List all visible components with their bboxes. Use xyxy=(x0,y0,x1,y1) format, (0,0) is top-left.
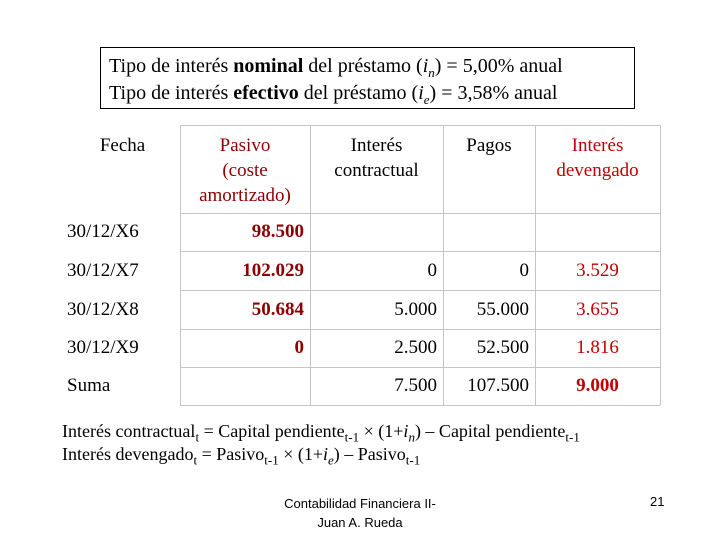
header-text: contractual xyxy=(334,160,419,181)
table-cell: Suma xyxy=(67,375,111,396)
text: Tipo de interés xyxy=(109,55,234,77)
subscript: t-1 xyxy=(264,452,279,468)
table-cell: 2.500 xyxy=(394,337,437,358)
table-cell: 30/12/X6 xyxy=(67,221,139,242)
grid-line xyxy=(180,405,660,406)
table-cell: 107.500 xyxy=(467,375,529,396)
text: ) = 3,58% anual xyxy=(429,82,558,104)
grid-line xyxy=(180,125,660,126)
text: ) = 5,00% anual xyxy=(434,55,563,77)
text: × (1+ xyxy=(278,444,323,464)
table-cell: 1.816 xyxy=(576,337,619,358)
header-text: Pagos xyxy=(466,135,512,156)
rate-line: Tipo de interés efectivo del préstamo (i… xyxy=(109,80,634,107)
header-text: amortizado) xyxy=(199,185,291,206)
text: del préstamo ( xyxy=(303,55,423,77)
grid-line xyxy=(180,329,660,330)
table-cell: 0 xyxy=(294,337,305,358)
formula: Interés devengadot = Pasivot-1 × (1+ie) … xyxy=(62,443,421,468)
header-text: Interés xyxy=(350,135,403,156)
header-cell: Pasivo (coste amortizado) xyxy=(180,125,310,208)
table-cell: 30/12/X8 xyxy=(67,298,139,320)
table-cell: 52.500 xyxy=(476,337,529,358)
header-cell: Interés contractual xyxy=(310,125,443,183)
footer: Contabilidad Financiera II- Juan A. Rued… xyxy=(250,494,470,532)
grid-line xyxy=(180,251,660,252)
text: ) – Capital pendiente xyxy=(414,421,566,441)
text: Interés devengado xyxy=(62,444,194,464)
text: = Pasivo xyxy=(197,444,265,464)
formula: Interés contractualt = Capital pendiente… xyxy=(62,420,580,445)
table-cell: 30/12/X7 xyxy=(67,259,139,281)
subscript: n xyxy=(408,429,415,445)
page-number: 21 xyxy=(650,494,665,509)
text: ) – Pasivo xyxy=(333,444,406,464)
grid-line xyxy=(180,290,660,291)
header-text: (coste xyxy=(222,160,268,181)
grid-line xyxy=(180,125,181,405)
text: efectivo xyxy=(233,82,299,104)
table-cell: 0 xyxy=(519,259,530,281)
rate-box: Tipo de interés nominal del préstamo (in… xyxy=(100,47,635,109)
table-cell: 55.000 xyxy=(476,298,529,320)
subscript: e xyxy=(423,92,430,107)
header-text: Fecha xyxy=(99,135,146,156)
header-text: Interés xyxy=(571,135,624,156)
text: i xyxy=(418,82,424,104)
subscript: t xyxy=(193,452,198,468)
text: = Capital pendiente xyxy=(199,421,345,441)
grid-line xyxy=(310,125,311,405)
table-cell: 3.529 xyxy=(576,259,619,281)
table-cell: 5.000 xyxy=(394,298,437,320)
table-cell: 0 xyxy=(427,259,438,281)
text: i xyxy=(422,55,429,77)
grid-line xyxy=(180,367,660,368)
text: del préstamo ( xyxy=(298,82,419,104)
subscript: t xyxy=(195,429,200,445)
grid-line xyxy=(535,125,536,405)
text: Interés contractual xyxy=(62,421,196,441)
table-cell: 9.000 xyxy=(576,375,619,396)
table-cell: 98.500 xyxy=(251,221,304,242)
grid-line xyxy=(180,213,660,214)
subscript: t-1 xyxy=(405,452,421,468)
table-cell: 7.500 xyxy=(394,375,437,396)
header-cell: Pagos xyxy=(443,125,535,158)
text: Tipo de interés xyxy=(109,82,234,104)
text: × (1+ xyxy=(359,421,404,441)
rate-line: Tipo de interés nominal del préstamo (in… xyxy=(109,53,634,80)
footer-line: Contabilidad Financiera II- xyxy=(284,496,436,511)
text: i xyxy=(323,444,329,464)
table-cell: 50.684 xyxy=(251,298,304,320)
header-text: devengado xyxy=(556,160,639,181)
table-cell: 102.029 xyxy=(242,259,304,281)
subscript: t-1 xyxy=(344,429,360,445)
footer-line: Juan A. Rueda xyxy=(317,515,403,530)
header-cell: Fecha xyxy=(65,125,180,158)
subscript: n xyxy=(428,65,435,80)
text: nominal xyxy=(233,55,304,77)
table-cell: 3.655 xyxy=(576,298,619,320)
table-cell: 30/12/X9 xyxy=(67,337,139,358)
header-cell: Interés devengado xyxy=(535,125,660,183)
subscript: t-1 xyxy=(565,429,580,445)
subscript: e xyxy=(328,452,334,468)
text: i xyxy=(403,421,409,441)
header-text: Pasivo xyxy=(219,135,271,156)
grid-line xyxy=(660,125,661,405)
grid-line xyxy=(443,125,444,405)
